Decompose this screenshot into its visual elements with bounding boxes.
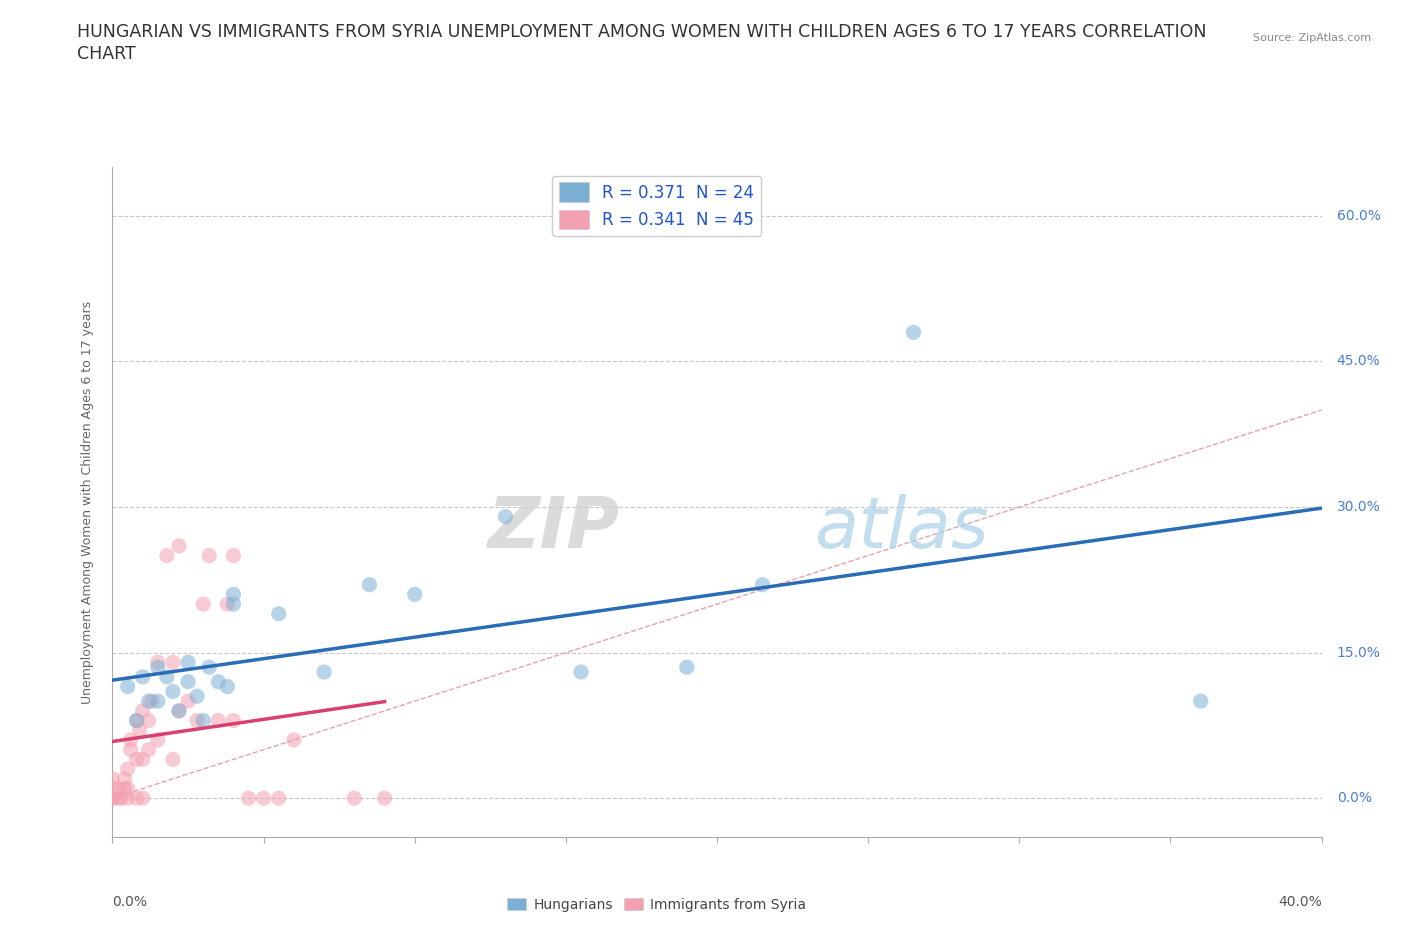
Point [162,752,184,767]
Point [117,790,139,805]
Point [117,781,139,796]
Point [222,548,245,563]
Text: 15.0%: 15.0% [1337,645,1381,659]
Point [343,790,366,805]
Point [177,694,200,709]
Point [198,659,221,674]
Point [217,679,239,694]
Point [267,606,290,621]
Point [125,713,148,728]
Point [132,670,155,684]
Point [110,790,132,805]
Point [177,655,200,670]
Point [903,325,925,339]
Point [138,742,160,757]
Point [101,781,124,796]
Point [207,674,229,689]
Point [283,733,305,748]
Point [177,674,200,689]
Point [138,694,160,709]
Point [495,510,517,525]
Point [156,548,179,563]
Point [1189,694,1212,709]
Point [125,713,148,728]
Point [751,578,773,592]
Text: ZIP: ZIP [488,495,620,564]
Text: HUNGARIAN VS IMMIGRANTS FROM SYRIA UNEMPLOYMENT AMONG WOMEN WITH CHILDREN AGES 6: HUNGARIAN VS IMMIGRANTS FROM SYRIA UNEMP… [77,23,1206,41]
Point [222,713,245,728]
Point [146,655,169,670]
Point [107,790,129,805]
Point [132,703,155,718]
Text: 30.0%: 30.0% [1337,500,1381,514]
Point [374,790,396,805]
Text: Source: ZipAtlas.com: Source: ZipAtlas.com [1253,33,1371,43]
Text: atlas: atlas [814,495,988,564]
Text: 0.0%: 0.0% [1337,791,1372,805]
Y-axis label: Unemployment Among Women with Children Ages 6 to 17 years: Unemployment Among Women with Children A… [82,300,94,704]
Text: 0.0%: 0.0% [112,896,148,910]
Point [156,670,179,684]
Point [404,587,426,602]
Point [238,790,260,805]
Point [120,733,142,748]
Point [222,587,245,602]
Legend: Hungarians, Immigrants from Syria: Hungarians, Immigrants from Syria [502,892,811,917]
Point [120,742,142,757]
Point [146,659,169,674]
Point [117,679,139,694]
Point [207,713,229,728]
Point [146,733,169,748]
Point [125,790,148,805]
Text: 60.0%: 60.0% [1337,209,1381,223]
Point [138,713,160,728]
Point [101,771,124,786]
Point [191,713,214,728]
Point [125,752,148,767]
Point [675,659,697,674]
Point [107,781,129,796]
Point [128,723,150,737]
Point [222,597,245,612]
Point [167,703,190,718]
Text: 45.0%: 45.0% [1337,354,1381,368]
Point [101,790,124,805]
Point [162,684,184,698]
Point [359,578,381,592]
Point [186,713,208,728]
Point [314,665,336,680]
Point [146,694,169,709]
Point [114,781,136,796]
Point [569,665,592,680]
Point [117,762,139,777]
Text: CHART: CHART [77,45,136,62]
Point [186,689,208,704]
Point [132,790,155,805]
Point [253,790,276,805]
Point [267,790,290,805]
Point [167,538,190,553]
Point [191,597,214,612]
Point [198,548,221,563]
Point [101,790,124,805]
Point [162,655,184,670]
Text: 40.0%: 40.0% [1278,896,1322,910]
Point [217,597,239,612]
Point [132,752,155,767]
Point [167,703,190,718]
Point [141,694,163,709]
Point [114,771,136,786]
